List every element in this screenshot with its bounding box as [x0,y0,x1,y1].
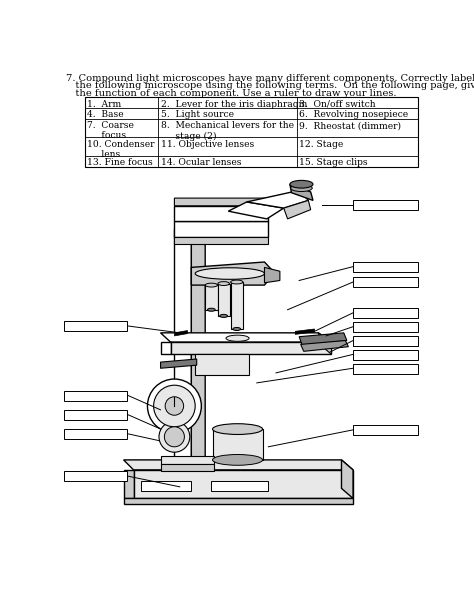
Bar [353,322,419,332]
Text: 6.  Revolving nosepiece: 6. Revolving nosepiece [299,110,408,120]
Polygon shape [228,202,284,219]
Ellipse shape [231,280,243,284]
Ellipse shape [218,282,229,285]
Polygon shape [264,268,280,283]
Bar [353,363,419,374]
Text: the function of each component. Use a ruler to draw your lines.: the function of each component. Use a ru… [66,89,396,98]
Ellipse shape [212,455,263,465]
Polygon shape [124,470,134,498]
Polygon shape [301,340,348,351]
Bar [353,278,419,287]
Bar [64,391,128,401]
Polygon shape [174,330,188,336]
Polygon shape [161,342,171,355]
Text: 5.  Light source: 5. Light source [161,110,234,120]
Polygon shape [174,198,268,206]
Polygon shape [134,470,353,498]
Bar [353,336,419,346]
Bar [64,471,128,481]
Text: 9.  Rheostat (dimmer): 9. Rheostat (dimmer) [299,121,401,130]
Text: 8.  Mechanical levers for the
     stage (2): 8. Mechanical levers for the stage (2) [161,121,293,141]
Circle shape [159,422,190,452]
Text: 15. Stage clips: 15. Stage clips [299,158,368,167]
Polygon shape [299,333,347,345]
Polygon shape [205,285,218,310]
Polygon shape [341,460,353,498]
Bar [353,308,419,318]
Bar [353,262,419,272]
Ellipse shape [291,185,312,192]
Polygon shape [174,206,268,221]
Text: 10. Condenser
     lens: 10. Condenser lens [87,140,155,159]
Bar [85,97,418,166]
Polygon shape [191,262,274,285]
Polygon shape [161,456,214,464]
Bar [353,425,419,435]
Text: 7. Compound light microscopes have many different components. Correctly label: 7. Compound light microscopes have many … [66,74,474,83]
Polygon shape [161,464,214,471]
Bar [141,481,191,491]
Polygon shape [174,229,191,462]
Polygon shape [191,229,205,468]
Text: 7.  Coarse
     focus: 7. Coarse focus [87,121,134,140]
Polygon shape [219,284,230,316]
Circle shape [165,397,183,415]
Ellipse shape [208,308,215,311]
Polygon shape [231,282,243,329]
Text: the following microscope using the following terms.  On the following page, give: the following microscope using the follo… [66,82,474,91]
Polygon shape [124,460,353,470]
Polygon shape [171,342,331,355]
Text: 4.  Base: 4. Base [87,110,124,120]
Bar [64,410,128,420]
Polygon shape [284,201,310,219]
Circle shape [154,385,195,427]
Polygon shape [174,221,268,237]
Text: 1.  Arm: 1. Arm [87,99,122,108]
Polygon shape [319,333,331,355]
Polygon shape [161,359,197,368]
Polygon shape [295,329,315,334]
Polygon shape [290,184,313,201]
Bar [353,350,419,360]
Ellipse shape [290,181,313,188]
Polygon shape [124,498,353,504]
Text: 14. Ocular lenses: 14. Ocular lenses [161,158,241,167]
Ellipse shape [226,335,249,342]
Bar [64,429,128,439]
Ellipse shape [195,268,264,279]
Text: 12. Stage: 12. Stage [299,140,343,149]
Bar [213,429,263,460]
Ellipse shape [220,314,228,317]
Circle shape [147,379,201,433]
Polygon shape [195,355,249,375]
Text: 3.  On/off switch: 3. On/off switch [299,99,376,108]
Ellipse shape [212,424,263,435]
Polygon shape [174,237,268,244]
Ellipse shape [233,327,241,330]
Text: 11. Objective lenses: 11. Objective lenses [161,140,254,149]
Polygon shape [161,333,331,342]
Polygon shape [247,191,309,208]
Bar [353,201,419,210]
Ellipse shape [205,283,218,287]
Text: 13. Fine focus: 13. Fine focus [87,158,153,167]
Bar [64,321,128,332]
Bar [210,481,268,491]
Circle shape [164,427,184,447]
Text: 2.  Lever for the iris diaphragm: 2. Lever for the iris diaphragm [161,99,307,108]
